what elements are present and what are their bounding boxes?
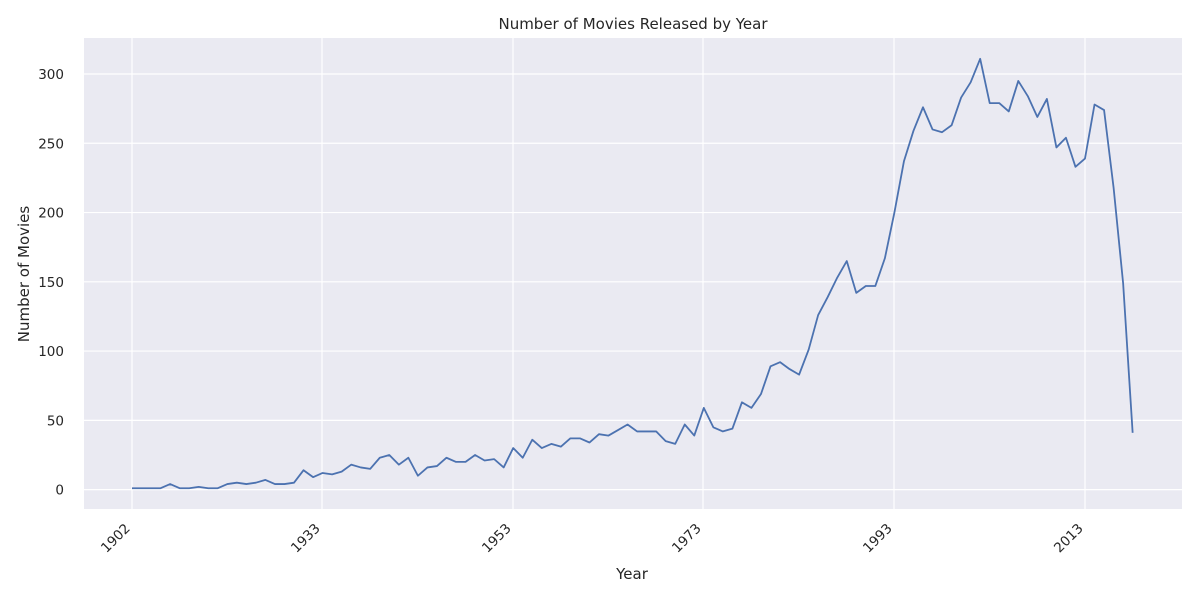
x-tick-label: 2013: [1051, 521, 1087, 557]
x-tick-label: 1973: [669, 521, 705, 557]
series-layer: [132, 57, 1134, 490]
chart-title: Number of Movies Released by Year: [498, 15, 768, 33]
grid-lines: [84, 38, 1182, 509]
x-tick-label: 1993: [860, 521, 896, 557]
x-tick-label: 1953: [479, 521, 515, 557]
x-axis-label: Year: [615, 565, 649, 583]
y-tick-label: 100: [38, 344, 64, 360]
y-tick-label: 50: [47, 413, 64, 429]
y-tick-label: 200: [38, 206, 64, 222]
x-tick-labels: 1902 1933 1953 1973 1993 2013: [98, 521, 1087, 557]
y-axis-label: Number of Movies: [15, 206, 33, 343]
series-line: [132, 57, 1134, 490]
plot-area: [84, 38, 1182, 509]
y-tick-labels: 0 50 100 150 200 250 300: [38, 67, 64, 499]
x-tick-label: 1902: [98, 521, 134, 557]
y-tick-label: 150: [38, 275, 64, 291]
y-tick-label: 250: [38, 136, 64, 152]
y-tick-label: 0: [55, 483, 64, 499]
y-tick-label: 300: [38, 67, 64, 83]
x-tick-label: 1933: [288, 521, 324, 557]
